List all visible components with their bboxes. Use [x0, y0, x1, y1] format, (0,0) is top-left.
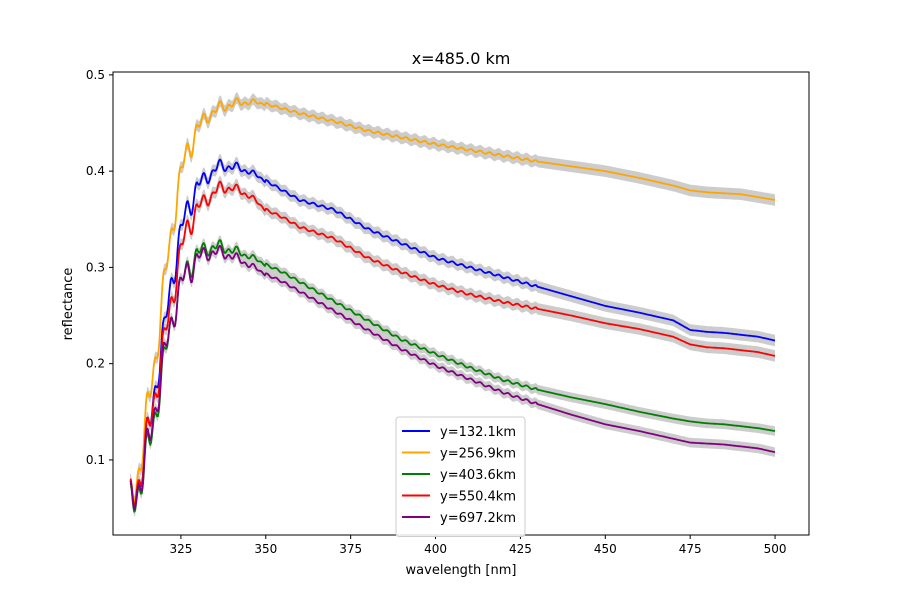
- x-axis-label: wavelength [nm]: [406, 563, 517, 578]
- line-series-2: [129, 97, 776, 503]
- line-series-1: [129, 158, 776, 509]
- line-series-4: [129, 180, 776, 508]
- x-tick-label: 475: [679, 542, 702, 556]
- x-tick-label: 400: [424, 542, 447, 556]
- x-tick-label: 350: [254, 542, 277, 556]
- legend-label: y=132.1km: [440, 425, 516, 440]
- y-tick-label: 0.1: [86, 453, 105, 467]
- legend-label: y=550.4km: [440, 490, 516, 505]
- legend: y=132.1km y=256.9km y=403.6km y=550.4km y=69…: [395, 416, 526, 537]
- legend-label: y=256.9km: [440, 447, 516, 462]
- x-tick-label: 450: [594, 542, 617, 556]
- x-tick-label: 425: [509, 542, 532, 556]
- x-tick-label: 500: [764, 542, 787, 556]
- x-tick-label: 375: [339, 542, 362, 556]
- x-axis-ticks: 325 350 375 400 425 450 475 500: [169, 535, 787, 556]
- legend-box: [395, 416, 526, 537]
- legend-label: y=697.2km: [440, 511, 516, 526]
- line-series-3: [129, 239, 776, 513]
- y-tick-label: 0.4: [86, 164, 105, 178]
- y-tick-label: 0.2: [86, 357, 105, 371]
- y-tick-label: 0.5: [86, 68, 105, 82]
- chart-title: x=485.0 km: [412, 49, 511, 68]
- x-tick-label: 325: [169, 542, 192, 556]
- line-series-5: [129, 244, 776, 511]
- y-axis-ticks: 0.1 0.2 0.3 0.4 0.5: [86, 68, 113, 467]
- series-lines: [129, 97, 776, 513]
- y-axis-label: reflectance: [61, 268, 76, 341]
- legend-label: y=403.6km: [440, 468, 516, 483]
- y-tick-label: 0.3: [86, 260, 105, 274]
